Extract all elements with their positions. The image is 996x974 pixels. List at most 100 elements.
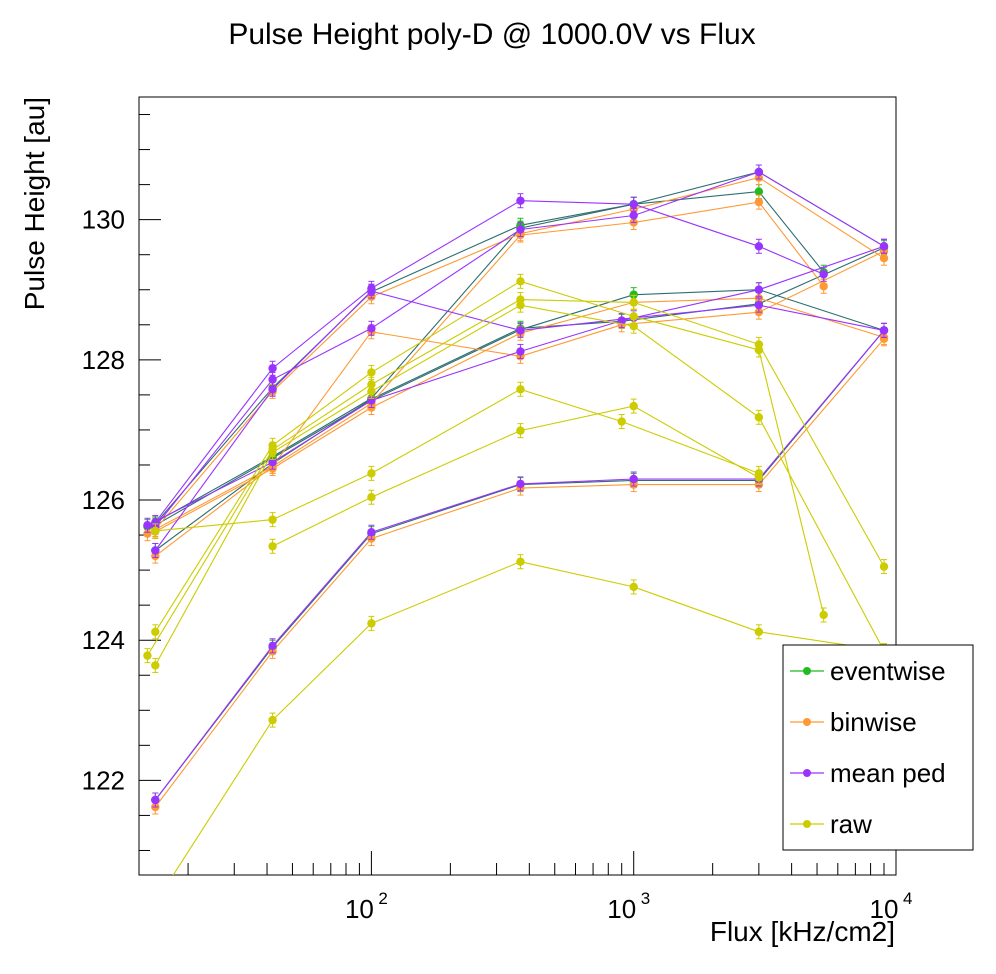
data-point bbox=[516, 426, 525, 435]
series-line-raw bbox=[172, 561, 885, 875]
data-point bbox=[268, 385, 277, 394]
data-point bbox=[879, 334, 889, 344]
data-point bbox=[367, 493, 376, 502]
data-point bbox=[879, 326, 889, 335]
x-tick-label: 10 2 bbox=[345, 889, 388, 924]
series-raw bbox=[151, 554, 889, 907]
legend-entry-raw: raw bbox=[790, 809, 872, 839]
data-point bbox=[151, 899, 159, 907]
x-axis-title: Flux [kHz/cm2] bbox=[710, 916, 895, 947]
data-point bbox=[151, 546, 160, 555]
legend-entry-eventwise: eventwise bbox=[790, 656, 946, 686]
legend-label-eventwise: eventwise bbox=[830, 656, 946, 686]
data-point bbox=[629, 211, 638, 220]
y-axis-title: Pulse Height [au] bbox=[19, 97, 50, 310]
data-point bbox=[879, 562, 889, 571]
data-point bbox=[629, 200, 638, 209]
x-tick-label-exponent: 2 bbox=[378, 889, 387, 908]
data-point bbox=[754, 340, 764, 349]
y-tick-label: 126 bbox=[82, 485, 125, 515]
data-point bbox=[629, 298, 638, 307]
data-point bbox=[629, 321, 638, 331]
data-point bbox=[819, 270, 828, 279]
data-point bbox=[367, 387, 376, 396]
series-raw bbox=[151, 273, 828, 640]
data-point bbox=[367, 286, 376, 296]
data-point bbox=[629, 401, 638, 411]
data-point bbox=[754, 197, 764, 207]
data-point bbox=[367, 368, 376, 377]
x-tick-label-exponent: 3 bbox=[641, 889, 650, 908]
data-point bbox=[516, 196, 525, 205]
data-point bbox=[754, 473, 764, 482]
data-point bbox=[754, 300, 764, 310]
data-point bbox=[754, 627, 764, 636]
data-point bbox=[143, 521, 152, 530]
x-tick-label-base: 10 bbox=[607, 894, 636, 924]
series-line-raw bbox=[154, 280, 825, 633]
series-binwise bbox=[143, 194, 828, 542]
data-point bbox=[516, 347, 525, 356]
y-tick-label: 122 bbox=[82, 765, 125, 795]
data-point bbox=[268, 457, 277, 467]
data-point bbox=[151, 627, 160, 636]
data-point bbox=[151, 526, 160, 536]
data-point bbox=[268, 515, 277, 524]
data-point bbox=[629, 474, 638, 484]
data-point bbox=[754, 413, 764, 422]
data-point bbox=[268, 375, 277, 384]
legend-marker-raw bbox=[803, 820, 811, 828]
data-point bbox=[516, 385, 525, 394]
series-raw bbox=[268, 398, 764, 554]
data-point bbox=[143, 529, 152, 538]
data-point bbox=[516, 326, 525, 335]
data-point bbox=[143, 651, 152, 660]
data-point bbox=[151, 795, 160, 805]
series-line-eventwise bbox=[147, 191, 825, 528]
series-raw bbox=[151, 381, 764, 539]
data-point bbox=[516, 479, 525, 489]
legend: eventwise binwise mean ped raw bbox=[782, 644, 974, 851]
data-point bbox=[754, 285, 764, 294]
x-tick-label-base: 10 bbox=[870, 894, 899, 924]
data-point bbox=[754, 167, 764, 177]
x-tick-label-base: 10 bbox=[345, 894, 374, 924]
series-line-eventwise bbox=[154, 247, 885, 551]
y-tick-label: 128 bbox=[82, 345, 125, 375]
legend-marker-mean-ped bbox=[803, 769, 811, 777]
y-tick-label: 130 bbox=[82, 205, 125, 235]
data-point bbox=[268, 641, 277, 651]
x-tick-label: 10 4 bbox=[870, 889, 913, 924]
data-point bbox=[617, 417, 626, 426]
legend-box bbox=[782, 644, 974, 851]
chart-title: Pulse Height poly-D @ 1000.0V vs Flux bbox=[228, 18, 755, 51]
legend-marker-binwise bbox=[803, 718, 811, 726]
legend-label-mean-ped: mean ped bbox=[830, 758, 946, 788]
data-point bbox=[516, 225, 525, 234]
data-point bbox=[879, 242, 889, 251]
data-point bbox=[754, 187, 764, 196]
series-line-binwise bbox=[154, 338, 885, 808]
legend-marker-eventwise bbox=[803, 667, 811, 675]
data-point bbox=[516, 557, 525, 566]
data-point bbox=[367, 324, 376, 333]
data-point bbox=[629, 290, 638, 299]
series-line-mean-ped bbox=[147, 245, 885, 526]
series-mean-ped bbox=[143, 238, 889, 533]
data-point bbox=[819, 610, 828, 620]
data-point bbox=[516, 277, 525, 286]
series-line-raw bbox=[272, 405, 760, 547]
data-point bbox=[754, 242, 764, 251]
data-point bbox=[367, 528, 376, 537]
legend-entry-binwise: binwise bbox=[790, 707, 917, 737]
data-point bbox=[629, 582, 638, 592]
data-point bbox=[268, 448, 277, 457]
data-point bbox=[268, 542, 277, 551]
data-point bbox=[516, 300, 525, 310]
series-layer bbox=[143, 164, 889, 907]
plot-frame bbox=[138, 96, 897, 876]
legend-label-binwise: binwise bbox=[830, 707, 917, 737]
data-point bbox=[268, 715, 277, 725]
